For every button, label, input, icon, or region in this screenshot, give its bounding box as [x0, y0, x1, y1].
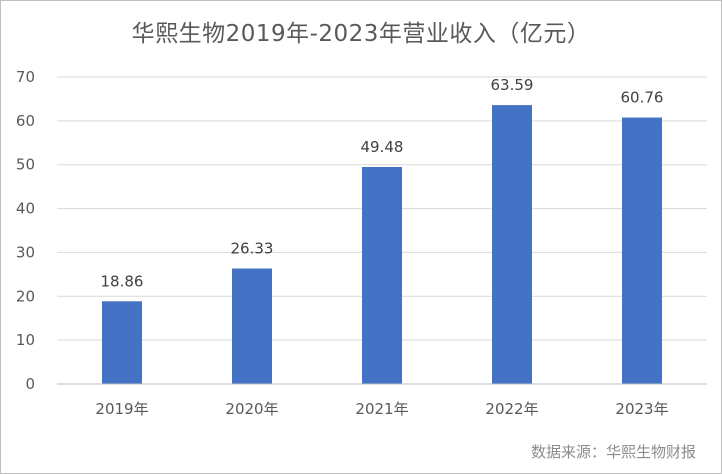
y-tick-label-20: 20: [16, 287, 35, 305]
y-tick-label-40: 40: [16, 200, 35, 218]
x-tick-label-4: 2023年: [615, 400, 668, 418]
bar-2020年: [232, 268, 272, 384]
y-tick-label-0: 0: [25, 375, 35, 393]
bar-2021年: [362, 166, 402, 384]
x-tick-label-3: 2022年: [485, 400, 538, 418]
data-label-3: 63.59: [491, 76, 534, 94]
x-axis-labels: 2019年 2020年 2021年 2022年 2023年: [95, 400, 668, 418]
source-note: 数据来源：华熙生物财报: [530, 443, 696, 461]
data-labels: 18.86 26.33 49.48 63.59 60.76: [101, 76, 664, 290]
chart-title: 华熙生物2019年-2023年营业收入（亿元）: [131, 21, 591, 47]
y-tick-label-50: 50: [16, 156, 35, 174]
y-tick-label-30: 30: [16, 243, 35, 261]
x-tick-label-2: 2021年: [355, 400, 408, 418]
bars: [102, 105, 662, 385]
x-tick-label-1: 2020年: [225, 400, 278, 418]
y-tick-label-10: 10: [16, 331, 35, 349]
y-tick-label-70: 70: [16, 68, 35, 86]
bar-2019年: [102, 301, 142, 384]
bar-2022年: [492, 105, 532, 384]
data-label-1: 26.33: [231, 240, 274, 258]
y-tick-label-60: 60: [16, 112, 35, 130]
data-label-2: 49.48: [361, 138, 404, 156]
x-tick-label-0: 2019年: [95, 400, 148, 418]
data-label-0: 18.86: [101, 272, 144, 290]
data-label-4: 60.76: [621, 89, 664, 107]
bar-2023年: [622, 117, 662, 385]
y-axis-ticks: 0 10 20 30 40 50 60 70: [16, 68, 35, 393]
